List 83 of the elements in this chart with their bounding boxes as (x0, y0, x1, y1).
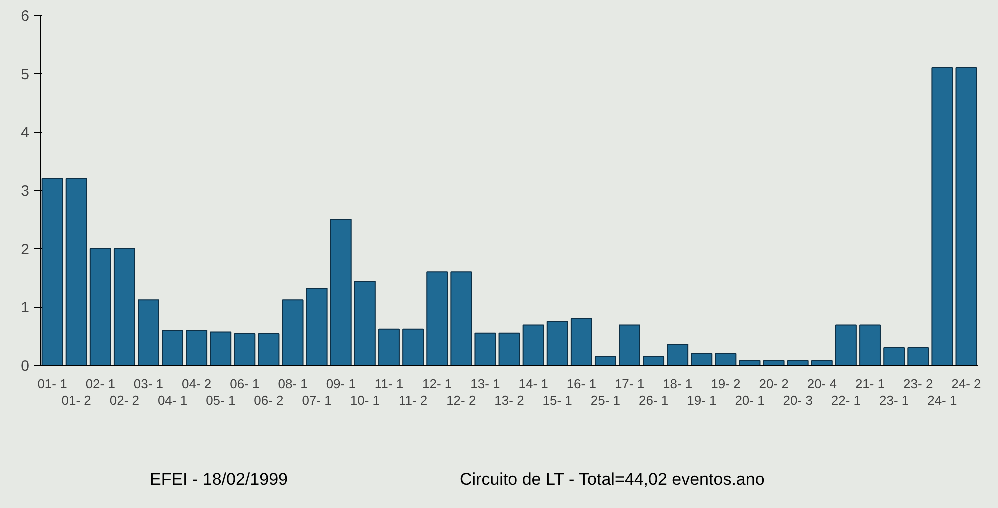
bar (330, 219, 352, 366)
bar (860, 324, 881, 366)
bar (619, 324, 640, 366)
x-tick-label: 07- 1 (302, 393, 332, 408)
y-tick-label: 4 (21, 124, 30, 142)
bar (402, 328, 424, 366)
bar (474, 332, 496, 366)
x-tick-label: 05- 1 (206, 393, 236, 408)
x-tick-label: 13- 2 (494, 393, 524, 408)
x-tick-label: 17- 1 (614, 376, 645, 392)
x-tick-label: 20- 3 (783, 393, 813, 408)
x-tick-label: 21- 1 (855, 376, 886, 392)
y-tick-label: 1 (21, 300, 30, 317)
bar (210, 332, 232, 366)
bar (426, 272, 448, 366)
bar (450, 272, 472, 366)
bar (956, 68, 978, 366)
bar (282, 300, 304, 366)
bar (884, 348, 906, 366)
x-tick-label: 19- 2 (711, 376, 741, 392)
x-tick-label: 24- 1 (928, 393, 958, 408)
x-tick-label: 25- 1 (590, 393, 621, 408)
x-tick-label: 13- 1 (470, 376, 500, 392)
bar (643, 356, 665, 366)
bar (258, 334, 280, 366)
bar (498, 332, 520, 366)
bar (908, 348, 930, 366)
bar (138, 300, 160, 366)
x-tick-label: 10- 1 (350, 393, 380, 408)
x-tick-label: 15- 1 (542, 393, 572, 408)
x-tick-label: 03- 1 (134, 376, 164, 392)
x-tick-label: 23- 1 (880, 393, 910, 408)
bar (522, 324, 544, 366)
x-tick-label: 20- 4 (807, 376, 837, 392)
x-tick-label: 18- 1 (663, 376, 693, 392)
x-tick-label: 16- 1 (566, 376, 596, 392)
bar (546, 321, 568, 366)
x-tick-label: 12- 1 (422, 376, 452, 392)
bar (932, 68, 954, 366)
text: EFEI - 18/02/1999 (150, 469, 288, 491)
text: Circuito de LT - Total=44,02 eventos.ano (460, 469, 765, 491)
bar (715, 353, 737, 366)
bar (234, 334, 256, 366)
x-tick-label: 14- 1 (518, 376, 548, 392)
bar (66, 178, 88, 366)
x-tick-label: 09- 1 (326, 376, 356, 392)
bar (162, 330, 184, 366)
y-tick-label: 3 (21, 183, 30, 200)
x-tick-label: 04- 1 (158, 393, 188, 408)
bar (378, 328, 400, 366)
x-tick-label: 11- 2 (398, 393, 428, 408)
bar (570, 318, 592, 366)
x-tick-label: 04- 2 (182, 376, 212, 392)
y-tick-label: 5 (21, 66, 30, 84)
bar (90, 248, 112, 366)
bar (835, 324, 857, 366)
x-tick-label: 22- 1 (831, 393, 862, 408)
bar (306, 288, 328, 366)
bar (667, 344, 689, 366)
x-tick-label: 02- 1 (86, 376, 116, 392)
x-tick-label: 01- 1 (38, 376, 68, 392)
bar (186, 330, 208, 366)
y-tick-label: 0 (21, 358, 30, 375)
x-tick-label: 06- 2 (254, 393, 284, 408)
x-tick-label: 08- 1 (278, 376, 308, 392)
x-tick-label: 26- 1 (638, 393, 669, 408)
x-tick-label: 12- 2 (446, 393, 476, 408)
x-tick-label: 24- 2 (952, 376, 982, 392)
bar (42, 178, 64, 366)
bar (691, 353, 713, 366)
y-tick-label: 6 (21, 8, 30, 25)
x-tick-label: 23- 2 (904, 376, 934, 392)
y-tick-label: 2 (21, 241, 30, 258)
x-tick-label: 01- 2 (62, 393, 92, 408)
bar (114, 248, 136, 366)
x-tick-label: 11- 1 (374, 376, 404, 392)
x-tick-label: 06- 1 (230, 376, 260, 392)
bar (354, 281, 376, 366)
x-tick-label: 20- 1 (735, 393, 765, 408)
bar (594, 356, 616, 366)
x-tick-label: 19- 1 (687, 393, 717, 408)
x-tick-label: 20- 2 (759, 376, 789, 392)
x-tick-label: 02- 2 (110, 393, 140, 408)
